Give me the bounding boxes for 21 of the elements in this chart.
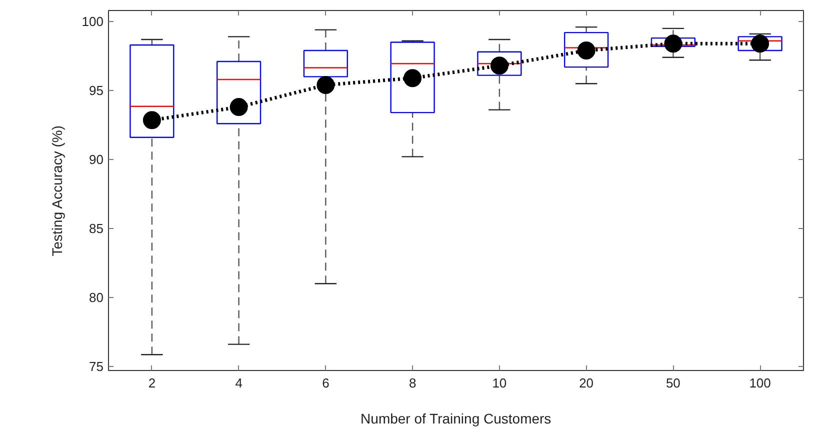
point: [230, 98, 248, 116]
x-tick-label: 50: [666, 376, 680, 390]
x-tick-label: 4: [235, 376, 242, 390]
point: [316, 76, 335, 94]
point: [751, 34, 770, 53]
x-tick-label: 10: [492, 376, 507, 390]
y-axis-title: Testing Accuracy (%): [48, 126, 65, 256]
point: [142, 111, 161, 130]
x-axis-title: Number of Training Customers: [360, 410, 552, 426]
x-tick-label: 20: [579, 376, 594, 390]
x-tick-label: 2: [148, 376, 156, 390]
y-tick-label: 100: [82, 14, 104, 30]
point: [664, 34, 682, 53]
x-tick-label: 100: [749, 376, 771, 390]
y-tick-label: 80: [89, 290, 104, 305]
y-tick-label: 85: [89, 220, 104, 236]
y-tick-label: 75: [89, 358, 104, 374]
y-tick-label: 95: [89, 83, 104, 98]
y-tick-label: 90: [89, 152, 104, 167]
x-tick-label: 8: [408, 376, 416, 390]
x-tick-label: 6: [322, 376, 330, 390]
